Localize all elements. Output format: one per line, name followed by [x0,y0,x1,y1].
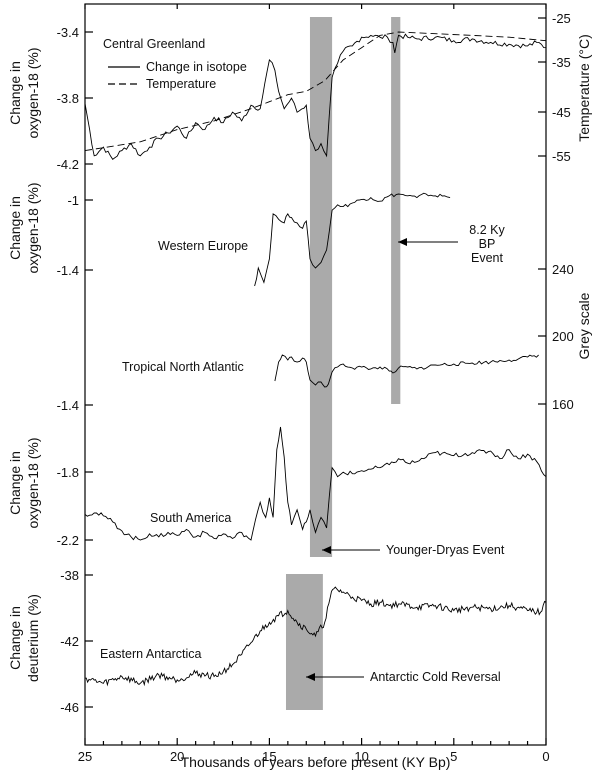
y-tick-label-right: -35 [552,55,571,70]
x-tick-label: 0 [542,749,549,764]
series-line-1-2 [84,31,547,152]
x-axis-label: Thousands of years before present (KY Bp… [181,754,451,770]
y-tick-label-left: -1.4 [57,398,79,413]
panel-name: Tropical North Atlantic [122,360,244,374]
y-axis-label-left: Change in [7,61,23,125]
annotation-text: Antarctic Cold Reversal [370,670,501,684]
y-tick-label-left: -2.2 [57,533,79,548]
y-axis-label-right: Temperature (°C) [576,34,592,142]
series-line-3-1 [274,354,539,388]
series-line-4-1 [84,426,547,541]
y-tick-label-left: -1.4 [57,263,79,278]
y-tick-label-left: -3.4 [57,25,79,40]
series-line-1-1 [84,33,547,160]
x-tick-label: 20 [170,749,184,764]
y-tick-label-left: -46 [60,700,79,715]
panel-name: Eastern Antarctica [100,647,201,661]
y-tick-label-left: -1 [67,193,79,208]
annotation-text: 8.2 Ky [469,223,505,237]
y-tick-label-right: 240 [552,262,574,277]
y-axis-label-left: oxygen-18 (%) [25,437,41,528]
y-tick-label-right: 200 [552,329,574,344]
x-tick-label: 15 [262,749,276,764]
y-axis-label-left: Change in [7,451,23,515]
acr-arrow-head [306,673,315,681]
y-axis-label-left: Change in [7,196,23,260]
youngerdryas-arrow-head [322,546,331,554]
annotation-text: Younger-Dryas Event [386,543,505,557]
y-axis-label-left: oxygen-18 (%) [25,182,41,273]
y-tick-label-left: -42 [60,634,79,649]
x-tick-label: 10 [354,749,368,764]
legend-label: Change in isotope [146,60,247,74]
panel-name: Western Europe [158,239,248,253]
y-axis-label-left: Change in [7,606,23,670]
annotation-text: BP [479,237,496,251]
y-tick-label-left: -38 [60,568,79,583]
legend-label: Temperature [146,77,216,91]
y-tick-label-left: -1.8 [57,465,79,480]
series-line-5-1 [84,586,547,687]
y-tick-label-right: -55 [552,149,571,164]
y-tick-label-right: -25 [552,11,571,26]
y-axis-label-left: deuterium (%) [25,594,41,682]
series-line-2-1 [254,192,451,287]
x-tick-label: 5 [450,749,457,764]
y-tick-label-right: 160 [552,397,574,412]
plot-frame [84,3,547,746]
y-axis-label-right: Grey scale [576,292,592,359]
y-tick-label-right: -45 [552,105,571,120]
shaded-band-2 [391,17,401,404]
panel-name: Central Greenland [103,37,205,51]
y-axis-label-left: oxygen-18 (%) [25,47,41,138]
y-tick-label-left: -3.8 [57,91,79,106]
panel-name: South America [150,511,231,525]
shaded-band-1 [309,17,333,557]
event82-arrow-head [398,238,407,246]
shaded-band-3 [285,574,323,710]
annotation-text: Event [471,251,503,265]
x-tick-label: 25 [78,749,92,764]
y-tick-label-left: -4.2 [57,157,79,172]
